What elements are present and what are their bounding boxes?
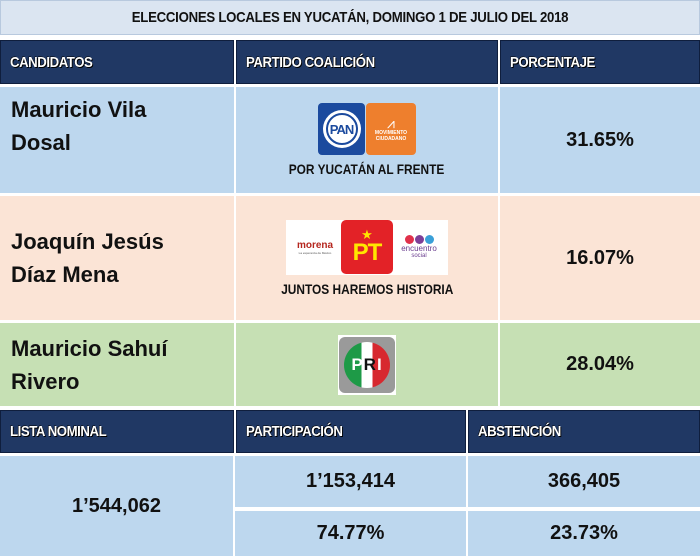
header-abstencion: ABSTENCIÓN [468, 410, 700, 453]
people-icon [404, 234, 434, 244]
candidate-name-line1: Mauricio Sahuí [11, 335, 168, 361]
pan-logo-icon: PAN [318, 103, 365, 155]
movimiento-ciudadano-logo-icon: ⩘ MOVIMIENTO CIUDADANO [366, 103, 416, 155]
es-logo-line1: encuentro [401, 243, 437, 253]
coalition-name: POR YUCATÁN AL FRENTE [289, 161, 445, 177]
morena-logo-subtitle: La esperanza de México [298, 250, 332, 255]
abstencion-votos-cell: 366,405 [468, 456, 700, 507]
candidate-name: Joaquín Jesús Díaz Mena [0, 225, 164, 291]
header-partido-coalicion: PARTIDO COALICIÓN [236, 40, 498, 84]
eagle-icon: ⩘ [387, 115, 395, 131]
percentage-cell-3: 28.04% [500, 323, 700, 406]
percentage-value: 28.04% [566, 353, 634, 375]
coalition-cell-2: morena La esperanza de México ★ PT encue… [236, 196, 498, 320]
header-abstencion-label: ABSTENCIÓN [478, 423, 561, 440]
coalition-logos: morena La esperanza de México ★ PT encue… [286, 219, 448, 275]
abstencion-pct-value: 23.73% [550, 522, 618, 544]
candidate-name: Mauricio Sahuí Rivero [0, 332, 167, 398]
pan-logo-text: PAN [325, 113, 358, 145]
candidate-name: Mauricio Vila Dosal [0, 93, 146, 159]
lista-nominal-value: 1’544,062 [72, 494, 161, 517]
title-bar: ELECCIONES LOCALES EN YUCATÁN, DOMINGO 1… [0, 0, 700, 35]
candidate-name-line2: Díaz Mena [11, 262, 119, 287]
mc-logo-line2: CIUDADANO [375, 136, 407, 142]
participacion-votos-value: 1’153,414 [306, 470, 395, 492]
coalition-cell-3: PRI [236, 323, 498, 406]
percentage-value: 31.65% [566, 128, 634, 151]
abstencion-votos-value: 366,405 [547, 470, 621, 492]
participacion-votos-cell: 1’153,414 [235, 456, 466, 507]
candidate-name-line2: Rivero [11, 368, 80, 394]
coalition-name: JUNTOS HAREMOS HISTORIA [280, 280, 454, 297]
header-candidatos: CANDIDATOS [0, 40, 234, 84]
es-logo-line2: social [411, 252, 427, 259]
candidate-name-line1: Joaquín Jesús [11, 229, 164, 254]
participacion-pct-value: 74.77% [316, 522, 385, 544]
candidate-cell-1: Mauricio Vila Dosal [0, 87, 234, 193]
mc-logo-line1: MOVIMIENTO [374, 130, 408, 136]
pt-logo-icon: ★ PT [341, 220, 393, 274]
participacion-pct-cell: 74.77% [235, 511, 466, 556]
lista-nominal-cell: 1’544,062 [0, 456, 233, 556]
morena-logo-text: morena [296, 239, 334, 251]
percentage-cell-1: 31.65% [500, 87, 700, 193]
header-partido-coalicion-label: PARTIDO COALICIÓN [246, 53, 375, 71]
percentage-value: 16.07% [566, 246, 634, 269]
candidate-cell-3: Mauricio Sahuí Rivero [0, 323, 234, 406]
pri-logo-p: P [351, 354, 364, 374]
pri-logo-r: R [363, 354, 377, 374]
percentage-cell-2: 16.07% [500, 196, 700, 320]
coalition-logos: PAN ⩘ MOVIMIENTO CIUDADANO [318, 103, 416, 155]
star-icon: ★ [361, 227, 373, 242]
header-porcentaje-label: PORCENTAJE [510, 53, 595, 71]
coalition-cell-1: PAN ⩘ MOVIMIENTO CIUDADANO POR YUCATÁN A… [236, 87, 498, 193]
morena-logo-icon: morena La esperanza de México [289, 240, 341, 255]
header-participacion-label: PARTICIPACIÓN [246, 423, 343, 440]
page-title: ELECCIONES LOCALES EN YUCATÁN, DOMINGO 1… [131, 9, 569, 26]
header-porcentaje: PORCENTAJE [500, 40, 700, 84]
abstencion-pct-cell: 23.73% [468, 511, 700, 556]
header-lista-nominal: LISTA NOMINAL [0, 410, 234, 453]
candidate-name-line2: Dosal [11, 130, 71, 155]
encuentro-social-logo-icon: encuentro social [393, 234, 445, 260]
header-participacion: PARTICIPACIÓN [236, 410, 466, 453]
candidate-cell-2: Joaquín Jesús Díaz Mena [0, 196, 234, 320]
header-candidatos-label: CANDIDATOS [10, 53, 93, 71]
header-lista-nominal-label: LISTA NOMINAL [10, 423, 107, 440]
candidate-name-line1: Mauricio Vila [11, 97, 147, 122]
pri-logo-i: I [376, 354, 383, 374]
pri-logo-icon: PRI [338, 334, 396, 395]
pt-logo-text: PT [352, 239, 383, 266]
